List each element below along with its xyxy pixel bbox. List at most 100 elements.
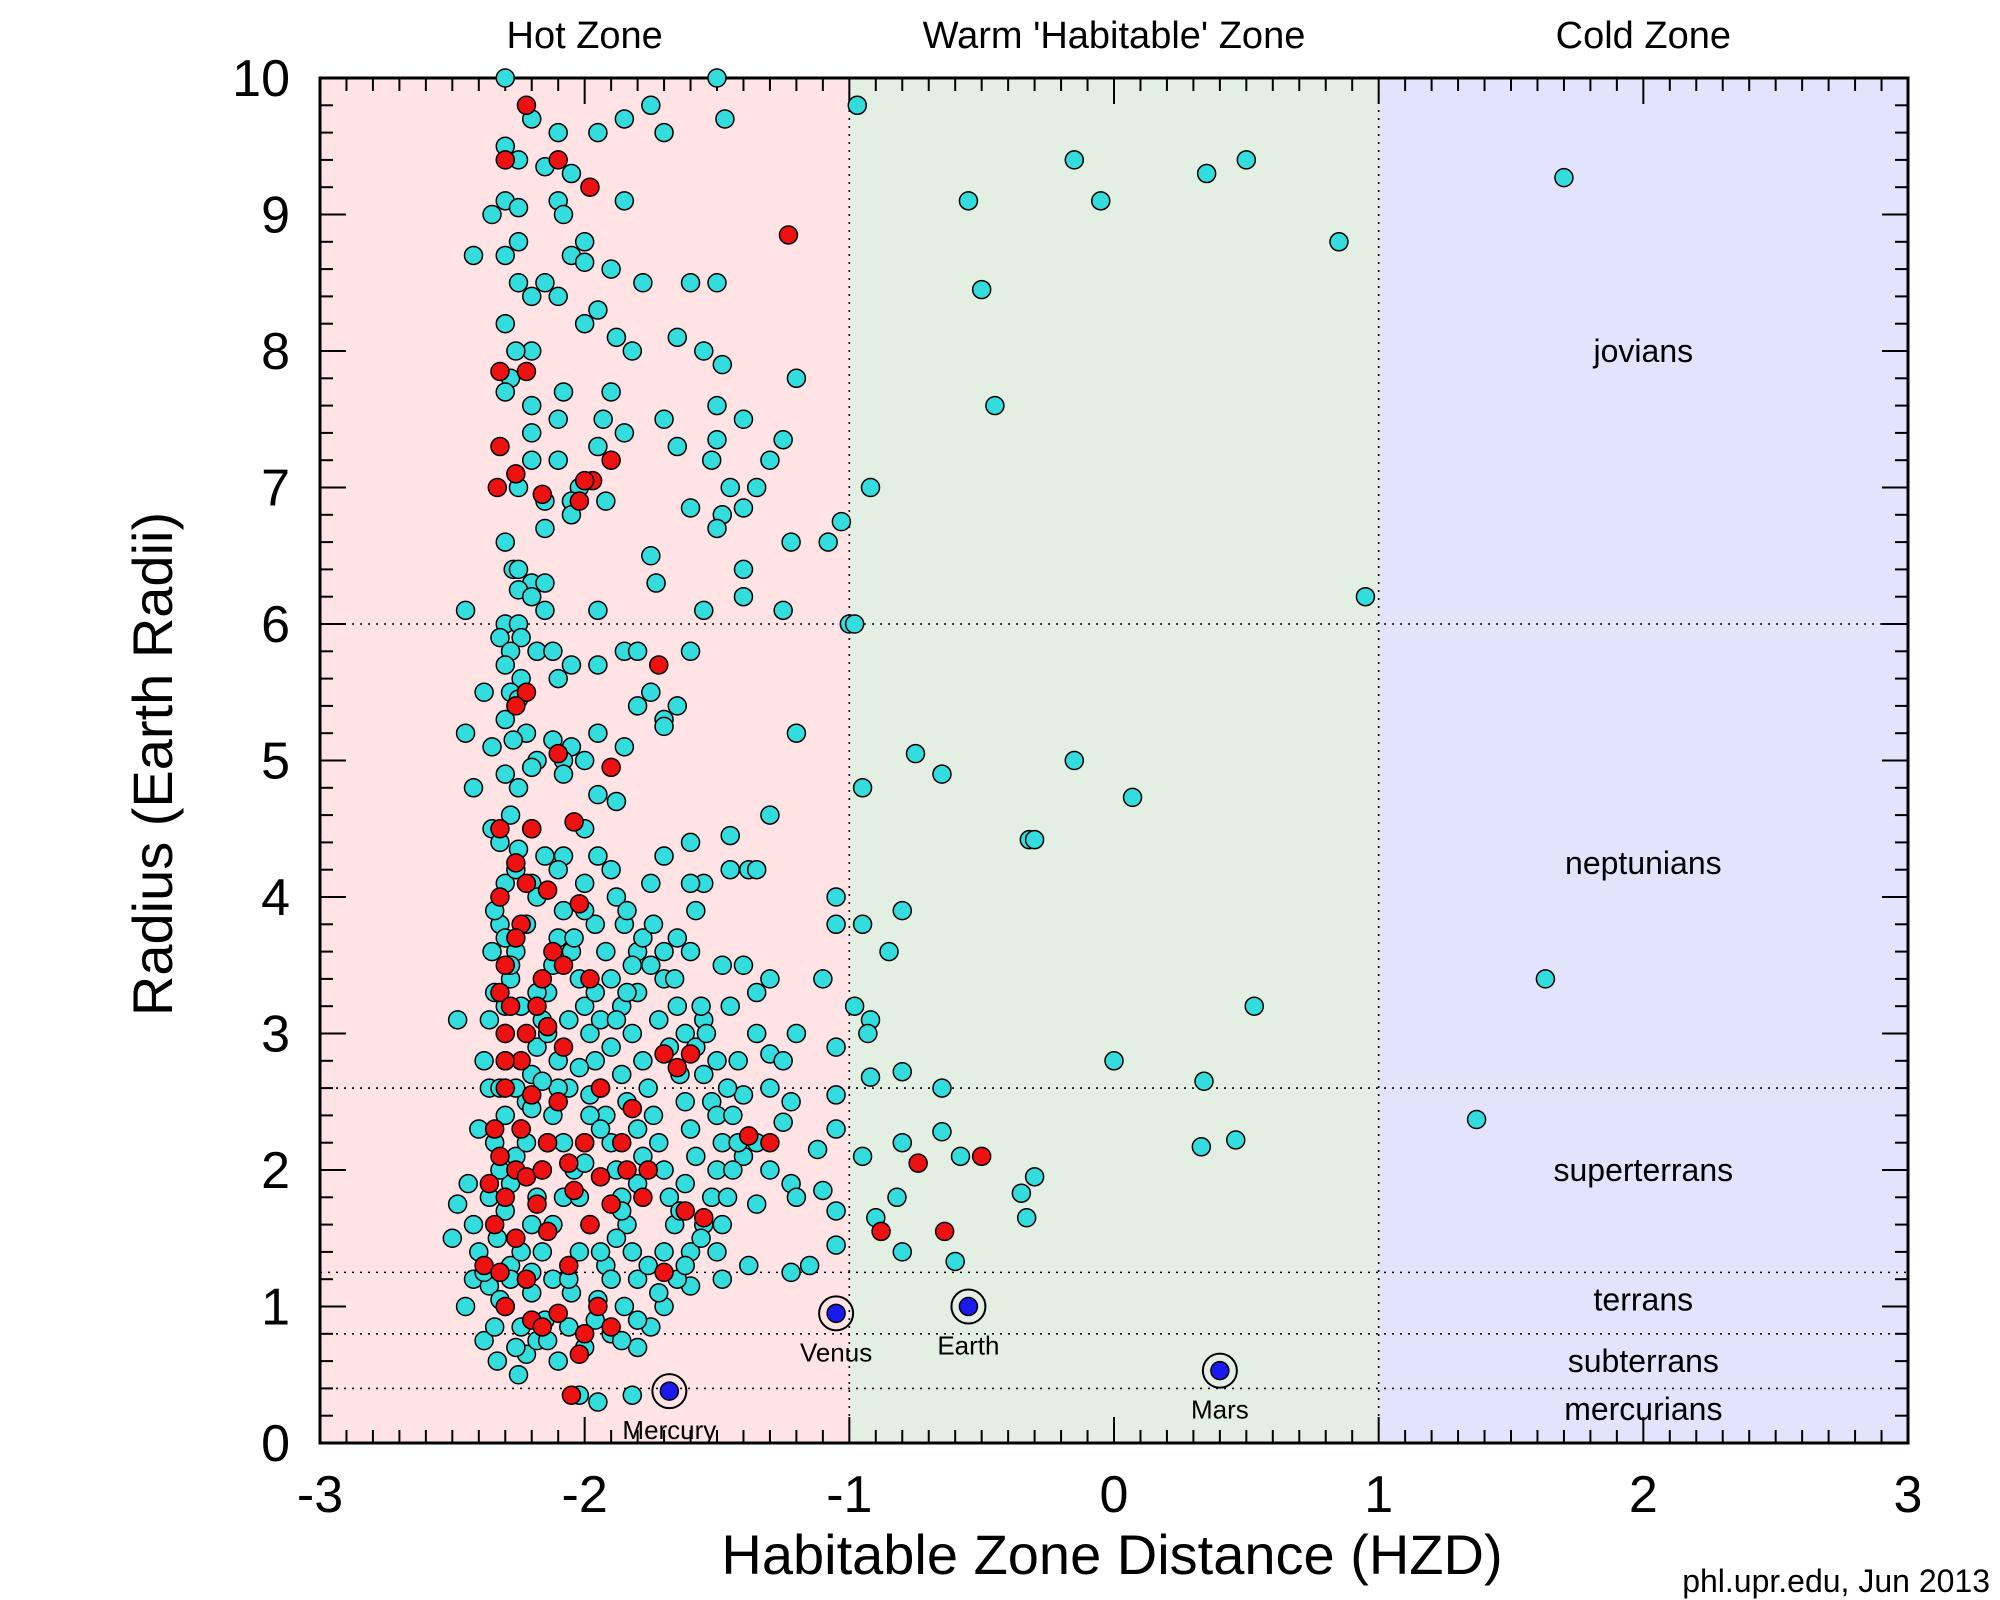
exoplanet-point <box>495 1023 516 1044</box>
exoplanet-point <box>932 1078 952 1098</box>
exoplanet-point <box>500 996 521 1016</box>
exoplanet-point <box>622 341 643 361</box>
exoplanet-point <box>588 1392 608 1412</box>
exoplanet-point <box>601 450 621 470</box>
x-tick-label: -1 <box>826 1466 872 1524</box>
radius-class-label: jovians <box>1593 333 1694 369</box>
exoplanet-point <box>601 259 621 279</box>
exoplanet-point <box>667 1057 688 1078</box>
exoplanet-point <box>622 955 643 975</box>
exoplanet-point <box>569 1057 590 1078</box>
exoplanet-point <box>712 1269 733 1289</box>
exoplanet-point <box>945 1251 965 1272</box>
exoplanet-point <box>1024 1167 1045 1187</box>
exoplanet-point <box>495 709 516 730</box>
exoplanet-point <box>649 1283 669 1303</box>
exoplanet-point <box>521 1085 542 1105</box>
solar-system-ring <box>1201 1352 1238 1389</box>
exoplanet-point <box>535 573 555 593</box>
exoplanet-point <box>521 395 542 416</box>
exoplanet-point <box>633 1187 653 1208</box>
exoplanet-point <box>887 1187 907 1208</box>
exoplanet-point <box>495 1078 516 1098</box>
exoplanet-point <box>580 969 600 989</box>
exoplanet-point <box>649 1132 669 1153</box>
exoplanet-point <box>548 668 568 689</box>
y-tick-label: 1 <box>261 1279 290 1337</box>
exoplanet-point <box>593 409 613 429</box>
exoplanet-point <box>495 68 516 88</box>
solar-system-ring <box>950 1288 987 1325</box>
exoplanet-point <box>707 1242 727 1262</box>
exoplanet-point <box>696 1023 717 1044</box>
exoplanet-point <box>773 600 793 621</box>
exoplanet-point <box>455 600 476 621</box>
solar-system-point <box>1210 1360 1230 1381</box>
radius-class-label: subterrans <box>1568 1343 1719 1379</box>
exoplanet-point <box>649 1010 669 1030</box>
exoplanet-point <box>601 969 621 989</box>
exoplanet-point <box>574 313 595 334</box>
exoplanet-point <box>667 928 688 948</box>
exoplanet-point <box>733 409 754 429</box>
exoplanet-point <box>860 1067 881 1087</box>
exoplanet-point <box>622 1385 643 1405</box>
exoplanet-point <box>892 1132 913 1153</box>
y-tick-label: 0 <box>261 1415 290 1473</box>
exoplanet-point <box>813 1180 833 1201</box>
exoplanet-point <box>633 928 653 948</box>
exoplanet-point <box>707 395 727 416</box>
exoplanet-point <box>506 464 526 484</box>
exoplanet-point <box>532 1160 553 1180</box>
solar-system-point <box>659 1381 680 1401</box>
planet-label: Mercury <box>622 1415 716 1445</box>
exoplanet-point <box>691 996 711 1016</box>
planet-label: Mars <box>1191 1395 1249 1425</box>
exoplanet-point <box>667 696 688 716</box>
x-axis-title: Habitable Zone Distance (HZD) <box>721 1523 1502 1586</box>
zone-background <box>1378 78 1908 1443</box>
exoplanet-point <box>553 955 574 975</box>
exoplanet-point <box>746 477 767 498</box>
exoplanet-point <box>760 1160 780 1180</box>
exoplanet-point <box>495 313 516 334</box>
exoplanet-point <box>773 1112 793 1132</box>
exoplanet-point <box>580 1214 600 1235</box>
exoplanet-point <box>537 1016 558 1037</box>
exoplanet-point <box>712 354 733 375</box>
exoplanet-point <box>588 655 608 675</box>
radius-class-label: mercurians <box>1564 1391 1722 1427</box>
exoplanet-point <box>574 252 595 273</box>
exoplanet-point <box>760 969 780 989</box>
exoplanet-point <box>508 273 529 293</box>
exoplanet-point <box>773 429 793 450</box>
exoplanet-point <box>826 1085 846 1105</box>
exoplanet-point <box>807 1139 828 1160</box>
exoplanet-point <box>818 532 838 552</box>
exoplanet-point <box>739 1126 759 1146</box>
exoplanet-point <box>786 1187 807 1208</box>
exoplanet-point <box>559 1255 579 1276</box>
exoplanet-point <box>717 1078 738 1098</box>
exoplanet-point <box>495 764 516 784</box>
exoplanet-point <box>596 491 616 511</box>
exoplanet-point <box>723 1105 743 1126</box>
exoplanet-point <box>490 819 510 839</box>
exoplanet-point <box>646 573 666 593</box>
zone-label: Hot Zone <box>507 15 663 57</box>
exoplanet-point <box>516 1023 537 1044</box>
exoplanet-point <box>723 1160 743 1180</box>
plot-frame <box>318 76 1910 1445</box>
exoplanet-point <box>535 273 555 293</box>
exoplanet-point <box>588 723 608 743</box>
exoplanet-point <box>746 859 767 880</box>
exoplanet-point <box>508 1365 529 1385</box>
exoplanet-point <box>506 341 526 361</box>
exoplanet-point <box>715 109 735 129</box>
exoplanet-point <box>831 511 852 532</box>
exoplanet-point <box>553 204 574 225</box>
exoplanet-point <box>680 1044 701 1064</box>
exoplanet-point <box>564 1180 584 1201</box>
exoplanet-point <box>760 1132 780 1153</box>
exoplanet-point <box>675 1023 695 1044</box>
